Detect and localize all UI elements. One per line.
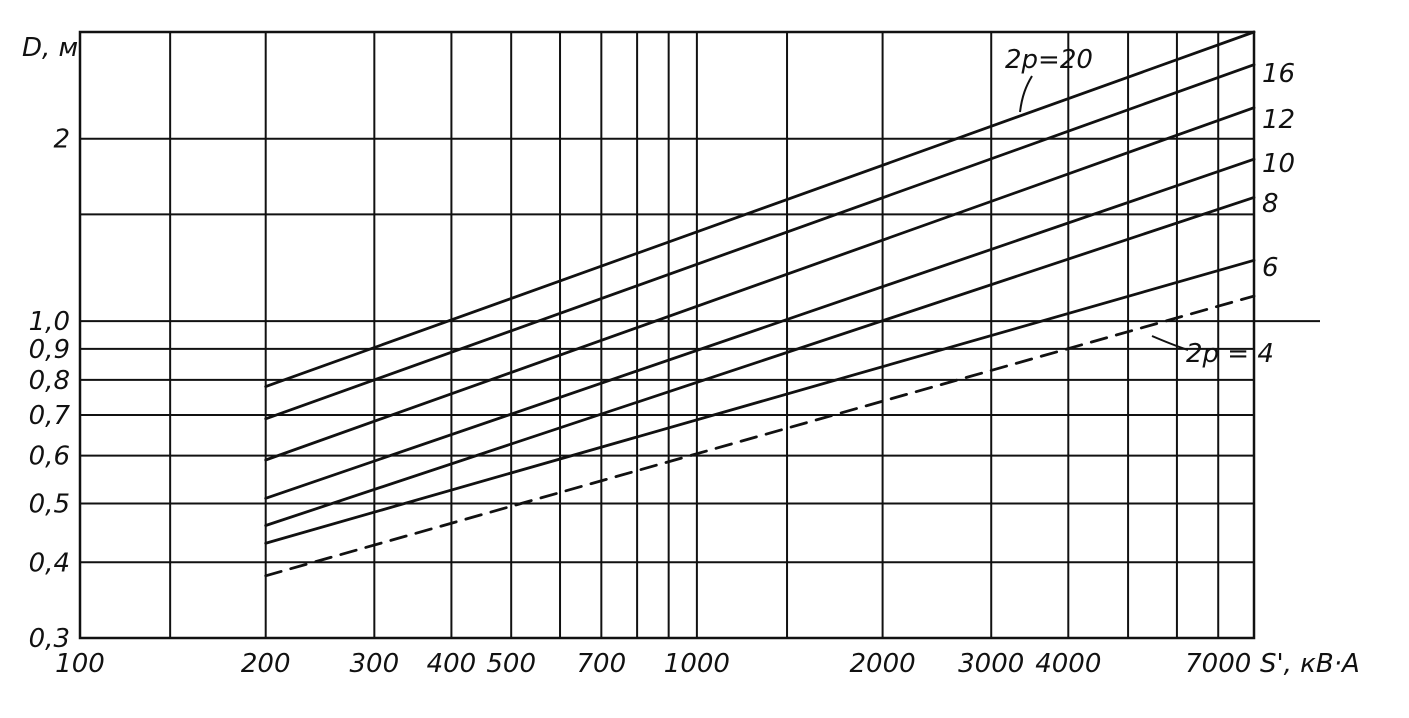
series-label: 2p = 4: [1186, 339, 1274, 369]
series-line: [264, 30, 1256, 388]
y-tick-label: 0,7: [29, 401, 71, 431]
x-axis-label: S', кВ·А: [1260, 649, 1360, 679]
leader-line: [1019, 75, 1033, 113]
x-tick-label: 500: [486, 649, 536, 679]
series-line: [264, 258, 1256, 545]
series-label: 10: [1262, 149, 1295, 179]
vertical-gridlines: [79, 32, 1255, 638]
x-tick-label: 1000: [664, 649, 730, 679]
x-tick-label: 7000: [1185, 649, 1251, 679]
y-tick-label: 0,5: [29, 490, 70, 520]
y-tick-label: 1,0: [29, 307, 70, 337]
x-tick-label: 700: [577, 649, 627, 679]
leader-line: [1151, 335, 1189, 351]
x-tick-label: 300: [350, 649, 400, 679]
series-label: 8: [1262, 189, 1279, 219]
x-tick-label: 400: [427, 649, 477, 679]
y-tick-label: 0,9: [29, 335, 70, 365]
series-line: [264, 63, 1256, 421]
series-label: 6: [1262, 253, 1279, 283]
series-line: [264, 157, 1256, 500]
y-tick-label: 2: [53, 125, 70, 155]
y-tick-label: 0,8: [29, 366, 70, 396]
x-tick-label: 200: [241, 649, 291, 679]
y-tick-label: 0,4: [29, 548, 70, 578]
series-lines: [264, 30, 1256, 578]
x-tick-label: 100: [55, 649, 105, 679]
series-label: 2p=20: [1005, 45, 1093, 75]
x-tick-label: 2000: [850, 649, 916, 679]
series-label: 16: [1262, 59, 1295, 89]
series-line: [264, 294, 1256, 578]
y-tick-labels: 0,3 0,4 0,5 0,6 0,7 0,80,91,0 2: [29, 125, 71, 654]
series-labels: 2p=20 16 12 10 8 6 2p = 4: [1005, 45, 1295, 369]
series-line: [264, 196, 1256, 527]
x-tick-label: 3000: [958, 649, 1024, 679]
y-tick-label: 0,6: [29, 442, 70, 472]
x-tick-label: 4000: [1035, 649, 1101, 679]
y-tick-label: 0,3: [29, 624, 70, 654]
plot-frame: [78, 30, 1256, 640]
x-tick-labels: 100 200 300 400 500 700 1000 2000 3000 4000 7000: [55, 649, 1251, 679]
series-label: 12: [1262, 105, 1295, 135]
y-axis-label: D, м: [22, 33, 78, 63]
series-line: [264, 106, 1256, 462]
